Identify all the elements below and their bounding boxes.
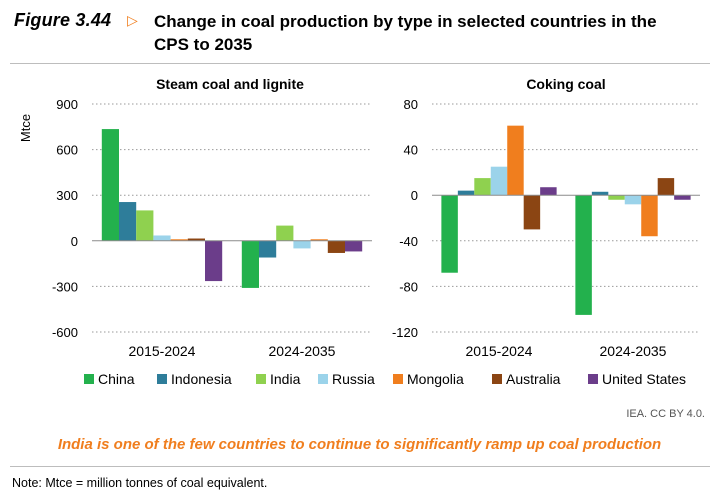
legend-label: Russia: [332, 371, 375, 387]
bar: [624, 195, 642, 205]
bar: [310, 239, 328, 241]
bar: [170, 239, 188, 241]
bar: [457, 190, 475, 196]
y-tick-label: 300: [56, 188, 78, 203]
x-category-label: 2024-2035: [600, 343, 667, 359]
legend-label: Australia: [506, 371, 561, 387]
bar: [119, 202, 137, 241]
bar: [293, 240, 311, 249]
legend-label: China: [98, 371, 135, 387]
y-tick-label: -40: [399, 234, 418, 249]
legend-label: Mongolia: [407, 371, 464, 387]
legend-swatch: [588, 374, 598, 384]
bar: [507, 125, 524, 196]
legend-swatch: [318, 374, 328, 384]
legend: China Indonesia India Russia Mongolia Austral…: [0, 369, 719, 389]
y-tick-label: 80: [404, 97, 418, 112]
chart-area: Steam coal and lignite -600 -300 0 300 600 900…: [18, 76, 700, 359]
bar: [187, 238, 205, 241]
x-category-label: 2015-2024: [466, 343, 533, 359]
legend-label: India: [270, 371, 301, 387]
legend-swatch: [84, 374, 94, 384]
bar: [345, 240, 363, 252]
legend-swatch: [393, 374, 403, 384]
bar: [490, 166, 508, 196]
bar: [474, 178, 491, 196]
bar: [608, 195, 625, 200]
legend-label: Indonesia: [171, 371, 232, 387]
bar: [540, 187, 557, 196]
y-tick-label: -80: [399, 279, 418, 294]
bar: [575, 195, 592, 315]
bar: [441, 195, 458, 273]
panel-title: Steam coal and lignite: [156, 76, 304, 92]
y-tick-label: 0: [71, 234, 78, 249]
figure-title: Change in coal production by type in sel…: [154, 12, 657, 54]
bar: [276, 225, 294, 241]
credit-text: IEA. CC BY 4.0.: [626, 408, 705, 420]
legend-label: United States: [602, 371, 687, 387]
y-axis-label: Mtce: [18, 114, 33, 142]
y-tick-label: 600: [56, 143, 78, 158]
legend-swatch: [492, 374, 502, 384]
bottom-rule: [10, 466, 710, 467]
footnote: Note: Mtce = million tonnes of coal equi…: [12, 476, 268, 490]
bar: [657, 178, 675, 196]
legend-swatch: [157, 374, 167, 384]
x-category-label: 2024-2035: [269, 343, 336, 359]
top-rule: [10, 63, 710, 64]
bar: [641, 195, 658, 237]
y-tick-label: 900: [56, 97, 78, 112]
bar: [674, 195, 691, 200]
y-tick-label: 40: [404, 143, 418, 158]
figure-caption: India is one of the few countries to con…: [57, 436, 662, 453]
bar: [241, 240, 259, 288]
bar: [101, 129, 119, 241]
bar: [205, 240, 223, 282]
y-tick-label: 0: [411, 188, 418, 203]
panel-title: Coking coal: [526, 76, 605, 92]
x-category-label: 2015-2024: [129, 343, 196, 359]
bar: [136, 210, 154, 241]
legend-swatch: [256, 374, 266, 384]
figure-label: Figure 3.44: [14, 10, 112, 30]
bar: [523, 195, 541, 230]
y-tick-label: -600: [52, 325, 78, 340]
bar: [591, 191, 609, 196]
y-tick-label: -300: [52, 279, 78, 294]
bar: [327, 240, 345, 253]
bar: [259, 240, 277, 258]
bar: [153, 235, 171, 241]
y-tick-label: -120: [392, 325, 418, 340]
figure-arrow-icon: ▷: [127, 12, 138, 28]
